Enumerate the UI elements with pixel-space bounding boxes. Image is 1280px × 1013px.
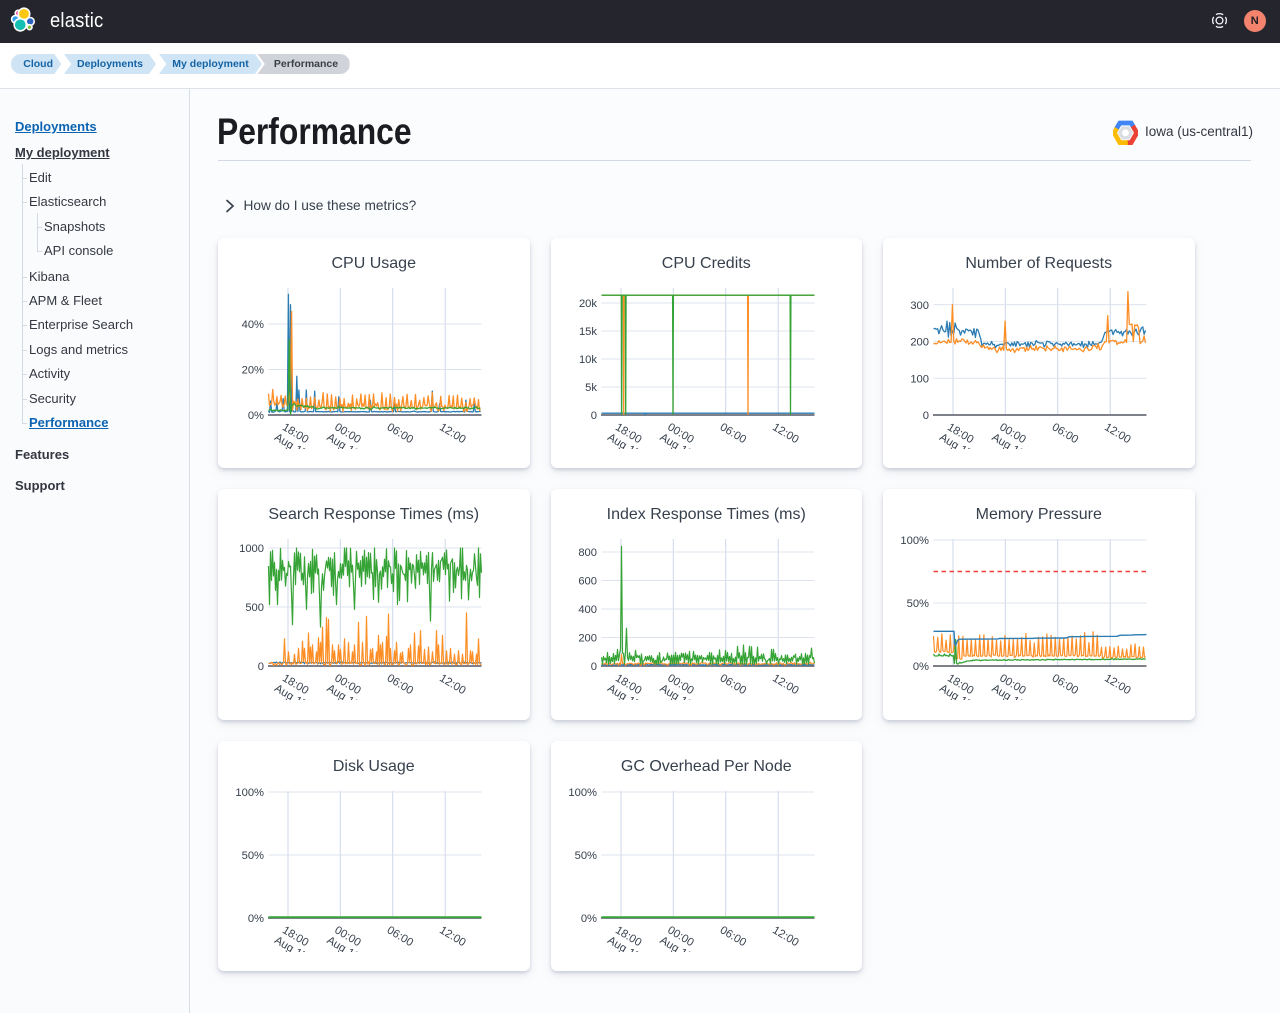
- svg-text:100%: 100%: [235, 787, 264, 799]
- svg-text:15k: 15k: [578, 326, 596, 338]
- svg-text:300: 300: [910, 299, 929, 311]
- svg-text:100%: 100%: [900, 535, 929, 547]
- svg-text:00:00Aug 18: 00:00Aug 18: [325, 672, 368, 700]
- svg-text:18:00Aug 17: 18:00Aug 17: [272, 923, 315, 951]
- svg-text:00:00Aug 18: 00:00Aug 18: [990, 672, 1033, 700]
- svg-text:0: 0: [923, 410, 929, 422]
- svg-text:0%: 0%: [913, 661, 929, 673]
- svg-text:12:00: 12:00: [1102, 421, 1132, 446]
- svg-text:12:00: 12:00: [770, 421, 800, 446]
- svg-text:50%: 50%: [907, 598, 929, 610]
- svg-text:200: 200: [910, 336, 929, 348]
- svg-text:06:00: 06:00: [385, 672, 415, 697]
- svg-text:0: 0: [590, 661, 596, 673]
- svg-text:600: 600: [578, 576, 597, 588]
- svg-text:12:00: 12:00: [437, 924, 467, 949]
- svg-text:00:00Aug 18: 00:00Aug 18: [657, 923, 700, 951]
- svg-text:18:00Aug 17: 18:00Aug 17: [937, 672, 980, 700]
- svg-text:0%: 0%: [580, 913, 596, 925]
- svg-text:1000: 1000: [239, 543, 264, 555]
- svg-text:0%: 0%: [248, 913, 264, 925]
- svg-text:18:00Aug 17: 18:00Aug 17: [605, 923, 648, 951]
- svg-text:100%: 100%: [568, 787, 597, 799]
- svg-text:06:00: 06:00: [1050, 672, 1080, 697]
- svg-text:10k: 10k: [578, 354, 596, 366]
- svg-text:12:00: 12:00: [437, 421, 467, 446]
- svg-text:0%: 0%: [248, 410, 264, 422]
- svg-text:0: 0: [258, 661, 264, 673]
- svg-text:100: 100: [910, 373, 929, 385]
- svg-text:00:00Aug 18: 00:00Aug 18: [990, 420, 1033, 448]
- svg-text:12:00: 12:00: [770, 672, 800, 697]
- svg-text:50%: 50%: [242, 850, 264, 862]
- svg-text:12:00: 12:00: [1102, 672, 1132, 697]
- svg-text:00:00Aug 18: 00:00Aug 18: [325, 420, 368, 448]
- svg-text:12:00: 12:00: [770, 924, 800, 949]
- svg-text:18:00Aug 17: 18:00Aug 17: [605, 420, 648, 448]
- svg-text:40%: 40%: [242, 319, 264, 331]
- svg-text:18:00Aug 17: 18:00Aug 17: [272, 672, 315, 700]
- svg-text:500: 500: [245, 602, 264, 614]
- svg-text:06:00: 06:00: [717, 421, 747, 446]
- svg-text:18:00Aug 17: 18:00Aug 17: [605, 672, 648, 700]
- svg-text:00:00Aug 18: 00:00Aug 18: [657, 420, 700, 448]
- svg-text:20%: 20%: [242, 364, 264, 376]
- svg-text:0: 0: [590, 410, 596, 422]
- svg-text:200: 200: [578, 633, 597, 645]
- svg-text:18:00Aug 17: 18:00Aug 17: [272, 420, 315, 448]
- svg-text:06:00: 06:00: [717, 924, 747, 949]
- svg-text:12:00: 12:00: [437, 672, 467, 697]
- svg-text:06:00: 06:00: [1050, 421, 1080, 446]
- svg-text:20k: 20k: [578, 298, 596, 310]
- svg-text:800: 800: [578, 547, 597, 559]
- svg-text:06:00: 06:00: [385, 421, 415, 446]
- svg-text:06:00: 06:00: [385, 924, 415, 949]
- svg-text:5k: 5k: [585, 382, 597, 394]
- svg-text:50%: 50%: [574, 850, 596, 862]
- svg-text:00:00Aug 18: 00:00Aug 18: [657, 672, 700, 700]
- svg-text:18:00Aug 17: 18:00Aug 17: [937, 420, 980, 448]
- svg-text:00:00Aug 18: 00:00Aug 18: [325, 923, 368, 951]
- svg-text:06:00: 06:00: [717, 672, 747, 697]
- svg-text:400: 400: [578, 604, 597, 616]
